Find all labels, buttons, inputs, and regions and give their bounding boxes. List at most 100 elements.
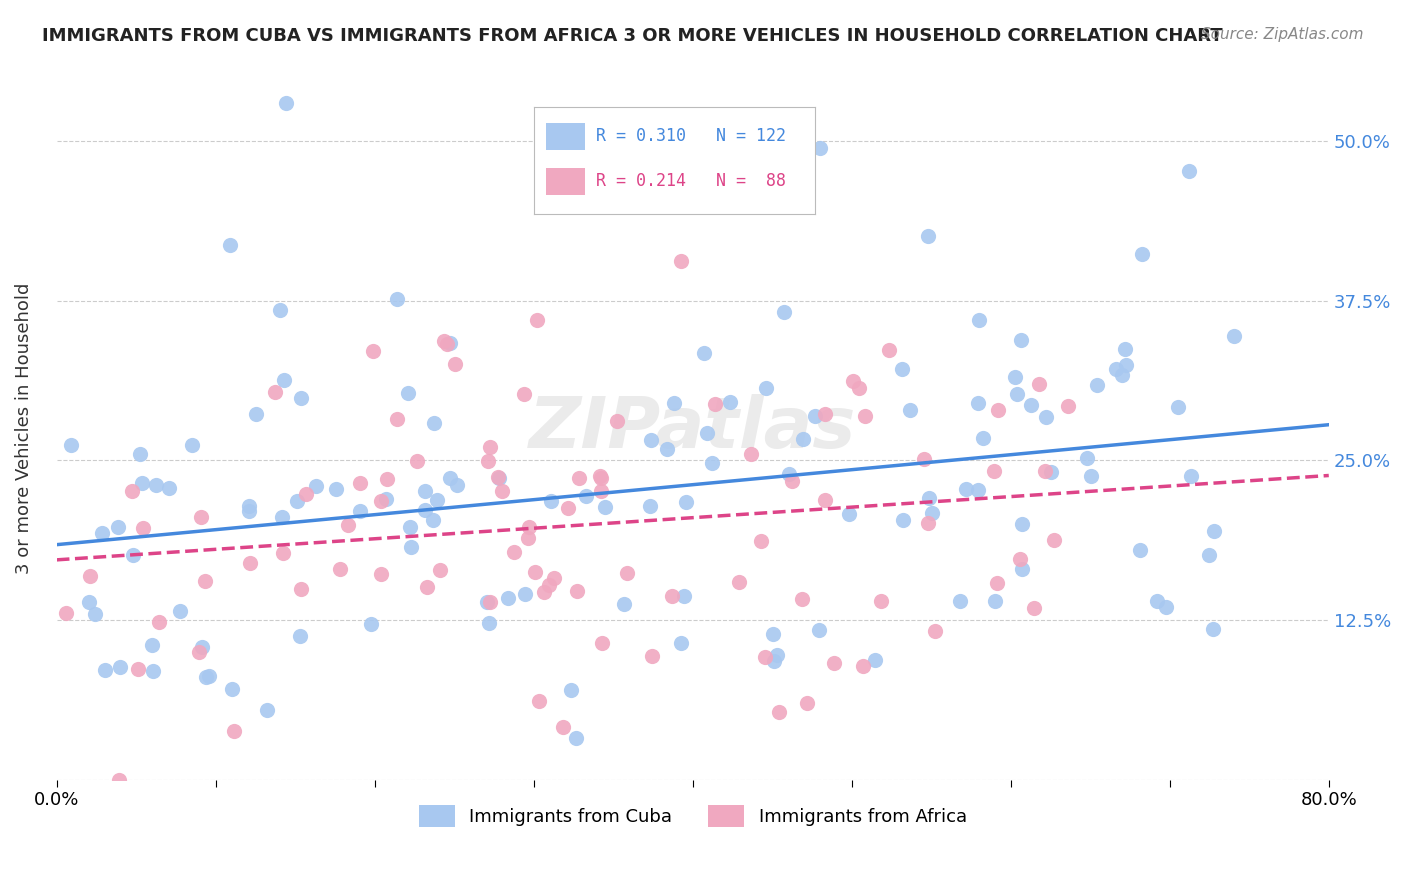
- Point: [79, 569, 101, 583]
- Point: [877, 343, 900, 358]
- Point: [949, 594, 972, 608]
- Point: [1019, 398, 1042, 412]
- Point: [1033, 465, 1056, 479]
- Point: [655, 442, 678, 456]
- Point: [972, 431, 994, 445]
- Point: [984, 593, 1007, 607]
- Point: [863, 653, 886, 667]
- Point: [274, 95, 297, 110]
- Text: ZIPatlas: ZIPatlas: [529, 394, 856, 463]
- Point: [533, 584, 555, 599]
- Point: [967, 483, 990, 498]
- Point: [479, 595, 502, 609]
- Point: [399, 541, 422, 555]
- Point: [740, 447, 762, 461]
- Point: [1039, 465, 1062, 479]
- Point: [589, 483, 612, 498]
- Point: [517, 519, 540, 533]
- Point: [1011, 517, 1033, 532]
- Point: [478, 616, 501, 631]
- Point: [1056, 399, 1078, 413]
- Point: [606, 413, 628, 427]
- Point: [83, 607, 105, 621]
- Point: [513, 587, 536, 601]
- Point: [422, 513, 444, 527]
- Point: [396, 386, 419, 401]
- Point: [245, 407, 267, 421]
- Point: [131, 476, 153, 491]
- Point: [1111, 368, 1133, 383]
- Point: [498, 591, 520, 606]
- Point: [273, 373, 295, 387]
- Point: [591, 471, 613, 485]
- Point: [325, 482, 347, 496]
- Point: [1222, 329, 1244, 343]
- Point: [305, 478, 328, 492]
- Point: [638, 499, 661, 513]
- Point: [238, 503, 260, 517]
- Point: [1167, 400, 1189, 414]
- Point: [967, 396, 990, 410]
- Point: [1008, 552, 1031, 566]
- Point: [1129, 542, 1152, 557]
- Point: [1180, 469, 1202, 483]
- Point: [1146, 594, 1168, 608]
- Point: [591, 636, 613, 650]
- Point: [238, 500, 260, 514]
- Point: [198, 668, 221, 682]
- Point: [479, 441, 502, 455]
- Point: [387, 411, 409, 425]
- Point: [565, 731, 588, 746]
- Point: [361, 344, 384, 359]
- Point: [273, 546, 295, 560]
- Point: [127, 662, 149, 676]
- Point: [423, 416, 446, 430]
- Point: [540, 494, 562, 508]
- Point: [256, 703, 278, 717]
- Point: [641, 649, 664, 664]
- Point: [814, 407, 837, 421]
- Point: [290, 391, 312, 405]
- Point: [718, 394, 741, 409]
- Point: [814, 493, 837, 508]
- Point: [853, 409, 876, 423]
- Point: [491, 483, 513, 498]
- Point: [141, 638, 163, 652]
- Point: [557, 500, 579, 515]
- Point: [60, 438, 83, 452]
- Point: [517, 531, 540, 545]
- Point: [696, 426, 718, 441]
- Point: [370, 567, 392, 582]
- Point: [349, 504, 371, 518]
- FancyBboxPatch shape: [546, 168, 585, 194]
- Point: [142, 665, 165, 679]
- Point: [1115, 358, 1137, 372]
- Point: [918, 491, 941, 505]
- Point: [852, 659, 875, 673]
- Point: [838, 507, 860, 521]
- Point: [986, 575, 1008, 590]
- Point: [1010, 333, 1032, 347]
- FancyBboxPatch shape: [546, 123, 585, 150]
- Point: [669, 636, 692, 650]
- Point: [675, 495, 697, 509]
- Point: [398, 520, 420, 534]
- Point: [749, 534, 772, 549]
- Point: [921, 506, 943, 520]
- Point: [288, 629, 311, 643]
- Point: [77, 595, 100, 609]
- Point: [477, 454, 499, 468]
- Point: [893, 513, 915, 527]
- Point: [108, 772, 131, 787]
- Point: [239, 557, 262, 571]
- Point: [807, 623, 830, 637]
- Point: [1005, 386, 1028, 401]
- Point: [1177, 164, 1199, 178]
- Point: [1011, 562, 1033, 576]
- Point: [661, 589, 683, 603]
- Point: [672, 589, 695, 603]
- Point: [294, 487, 316, 501]
- Point: [429, 563, 451, 577]
- Point: [969, 312, 991, 326]
- Point: [842, 374, 865, 388]
